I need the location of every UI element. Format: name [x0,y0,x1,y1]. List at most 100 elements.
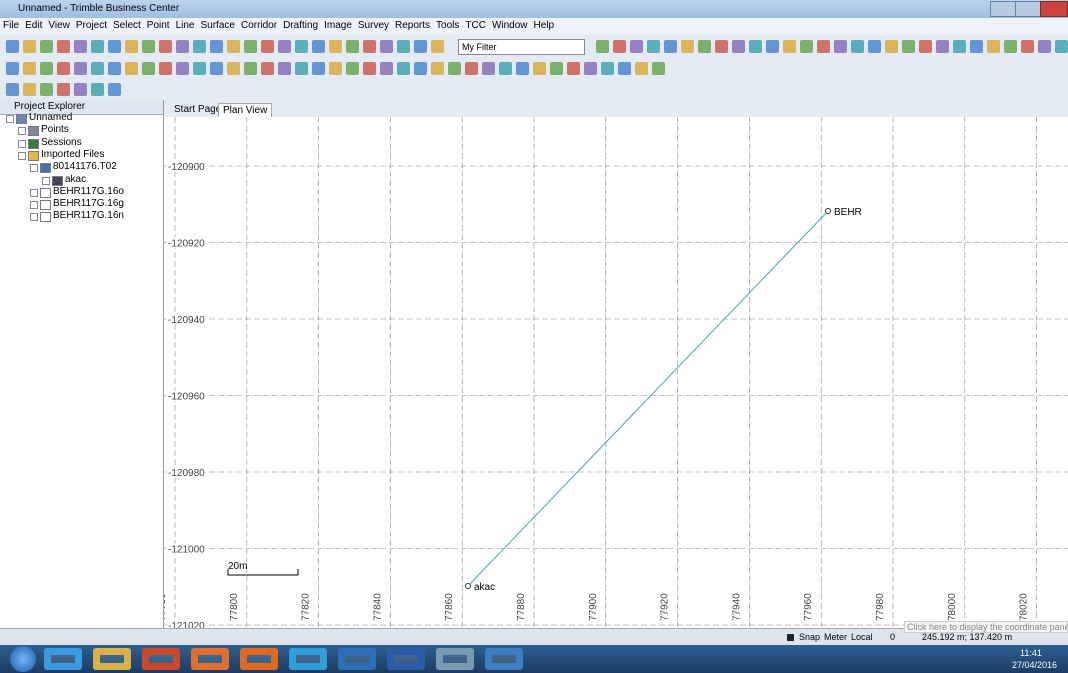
toolbar-button[interactable] [567,62,580,75]
toolbar-button[interactable] [91,83,104,96]
toolbar-button[interactable] [397,40,410,53]
menu-item[interactable]: Help [533,20,555,31]
menu-item[interactable]: Edit [25,20,43,31]
toolbar-button[interactable] [74,62,87,75]
menu-item[interactable]: Project [75,20,107,31]
toolbar-button[interactable] [176,40,189,53]
toolbar-button[interactable] [1004,40,1017,53]
survey-point[interactable] [465,583,471,589]
toolbar-button[interactable] [278,40,291,53]
toolbar-button[interactable] [431,40,444,53]
tree-item[interactable]: BEHR117G.16n [53,210,124,222]
tree-item[interactable]: 80141176.T02 [53,161,117,173]
tree-item[interactable]: BEHR117G.16o [53,185,124,197]
toolbar-button[interactable] [601,62,614,75]
taskbar-app[interactable] [289,648,327,670]
taskbar-app[interactable] [436,648,474,670]
toolbar-button[interactable] [363,40,376,53]
toolbar-button[interactable] [397,62,410,75]
toolbar-button[interactable] [1038,40,1051,53]
toolbar-button[interactable] [414,40,427,53]
toolbar-button[interactable] [40,83,53,96]
tree-item[interactable]: Sessions [41,136,82,148]
toolbar-button[interactable] [57,83,70,96]
toolbar-button[interactable] [953,40,966,53]
tree-item[interactable]: Imported Files [41,148,105,160]
menu-item[interactable]: Surface [200,20,235,31]
coordinate-hint[interactable]: Click here to display the coordinate pan… [904,621,1068,633]
taskbar-app[interactable] [44,648,82,670]
maximize[interactable] [1015,1,1041,17]
toolbar-button[interactable] [448,62,461,75]
toolbar-button[interactable] [550,62,563,75]
status-item[interactable]: Meter [824,632,848,642]
toolbar-button[interactable] [681,40,694,53]
toolbar-button[interactable] [210,40,223,53]
toolbar-button[interactable] [40,62,53,75]
toolbar-button[interactable] [159,62,172,75]
toolbar-button[interactable] [210,62,223,75]
status-item[interactable]: Local [851,632,873,642]
toolbar-button[interactable] [57,62,70,75]
tree-item[interactable]: Points [41,124,69,136]
taskbar-app[interactable] [485,648,523,670]
toolbar-button[interactable] [125,40,138,53]
toolbar-button[interactable] [635,62,648,75]
menu-item[interactable]: View [48,20,70,31]
minimize[interactable] [990,1,1016,17]
toolbar-button[interactable] [312,62,325,75]
toolbar-button[interactable] [664,40,677,53]
menu-item[interactable]: TCC [465,20,486,31]
toolbar-button[interactable] [380,40,393,53]
toolbar-button[interactable] [6,83,19,96]
toolbar-button[interactable] [1055,40,1068,53]
toolbar-button[interactable] [329,40,342,53]
toolbar-button[interactable] [1021,40,1034,53]
toolbar-button[interactable] [193,62,206,75]
toolbar-button[interactable] [40,40,53,53]
toolbar-button[interactable] [516,62,529,75]
toolbar-button[interactable] [91,40,104,53]
toolbar-button[interactable] [23,62,36,75]
toolbar-button[interactable] [108,83,121,96]
menu-item[interactable]: Window [491,20,528,31]
toolbar-button[interactable] [431,62,444,75]
toolbar-button[interactable] [970,40,983,53]
toolbar-button[interactable] [23,83,36,96]
menu-item[interactable]: Tools [436,20,460,31]
toolbar-button[interactable] [193,40,206,53]
taskbar-app[interactable] [240,648,278,670]
toolbar-button[interactable] [630,40,643,53]
toolbar-button[interactable] [312,40,325,53]
toolbar-button[interactable] [23,40,36,53]
taskbar-app[interactable] [191,648,229,670]
menu-item[interactable]: Select [112,20,141,31]
toolbar-button[interactable] [142,40,155,53]
close[interactable] [1040,1,1068,17]
toolbar-button[interactable] [499,62,512,75]
toolbar-button[interactable] [159,40,172,53]
toolbar-button[interactable] [868,40,881,53]
toolbar-button[interactable] [800,40,813,53]
toolbar-button[interactable] [125,62,138,75]
toolbar-button[interactable] [902,40,915,53]
toolbar-button[interactable] [652,62,665,75]
tree-item[interactable]: akac [65,173,87,185]
toolbar-button[interactable] [715,40,728,53]
tree-item[interactable]: BEHR117G.16g [53,198,124,210]
toolbar-button[interactable] [987,40,1000,53]
toolbar-button[interactable] [363,62,376,75]
tab[interactable]: Plan View [218,103,273,118]
toolbar-button[interactable] [783,40,796,53]
toolbar-button[interactable] [596,40,609,53]
toolbar-button[interactable] [74,83,87,96]
toolbar-button[interactable] [108,62,121,75]
toolbar-button[interactable] [74,40,87,53]
taskbar-app[interactable] [338,648,376,670]
toolbar-button[interactable] [749,40,762,53]
toolbar-button[interactable] [346,40,359,53]
toolbar-button[interactable] [142,62,155,75]
toolbar-button[interactable] [732,40,745,53]
toolbar-button[interactable] [261,62,274,75]
menu-item[interactable]: Point [146,20,170,31]
